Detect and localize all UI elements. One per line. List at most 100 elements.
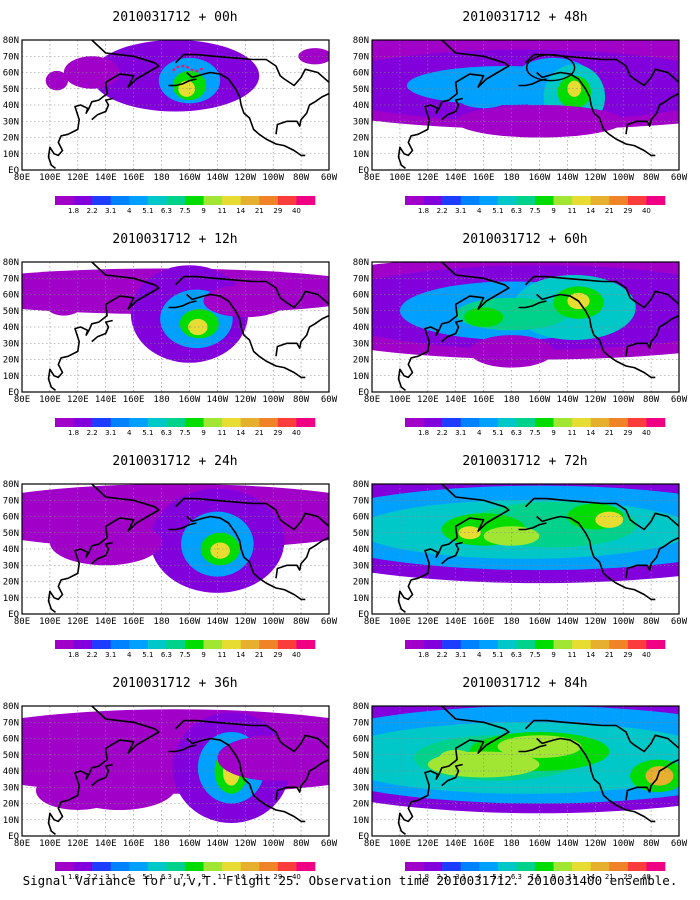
highlight-circle	[525, 53, 576, 82]
colorbar-label: 9	[201, 873, 205, 881]
coastline	[441, 97, 463, 121]
colorbar: 1.8 2.2 3.1 4 5.1 6.3 7.5 9 11 14 21 29 40	[405, 196, 666, 215]
colorbar-swatch	[460, 862, 480, 871]
colorbar-swatch	[405, 196, 424, 205]
colorbar-label: 40	[292, 207, 301, 215]
lon-tick-label: 160W	[179, 839, 201, 849]
colorbar-label: 14	[586, 873, 595, 881]
colorbar-label: 11	[568, 429, 577, 437]
coastline	[536, 293, 656, 379]
colorbar-label: 7.5	[529, 651, 540, 659]
colorbar-label: 3.1	[105, 873, 116, 881]
lat-tick-label: 50N	[3, 751, 19, 761]
lon-tick-label: 120E	[417, 839, 439, 849]
colorbar-swatch	[479, 196, 499, 205]
colorbar-swatch	[296, 640, 316, 649]
colorbar-label: 7.5	[179, 651, 190, 659]
colorbar-label: 9	[551, 429, 555, 437]
lon-tick-label: 120W	[584, 839, 606, 849]
colorbar-label: 9	[551, 873, 555, 881]
colorbar-label: 1.8	[418, 429, 429, 437]
coastline	[174, 719, 329, 753]
colorbar-swatch	[110, 640, 130, 649]
lat-tick-label: 40N	[353, 323, 369, 333]
colorbar-swatch	[222, 418, 242, 427]
colorbar-swatch	[55, 418, 74, 427]
lat-tick-label: 70N	[3, 718, 19, 728]
colorbar-swatch	[259, 196, 279, 205]
colorbar-swatch	[423, 196, 443, 205]
lon-tick-label: 100W	[612, 617, 634, 627]
lon-tick-label: 120E	[67, 839, 89, 849]
coastline	[275, 92, 329, 135]
colorbar-label: 5.1	[492, 429, 503, 437]
lat-tick-label: EQ	[8, 610, 19, 620]
colorbar-swatch	[553, 418, 573, 427]
coastline	[47, 706, 160, 836]
colorbar-label: 7.5	[179, 873, 190, 881]
colorbar: 1.8 2.2 3.1 4 5.1 6.3 7.5 9 11 14 21 29 40	[405, 862, 666, 881]
lon-tick-label: 120E	[67, 617, 89, 627]
lat-tick-label: 40N	[353, 101, 369, 111]
colorbar-label: 3.1	[455, 429, 466, 437]
variance-contour	[44, 289, 84, 316]
colorbar-label: 1.8	[68, 651, 79, 659]
colorbar-label: 40	[642, 651, 651, 659]
colorbar-swatch	[627, 862, 647, 871]
lon-tick-label: 160E	[473, 839, 495, 849]
lat-tick-label: 40N	[353, 545, 369, 555]
variance-contour	[595, 511, 624, 528]
coastline	[625, 314, 679, 357]
colorbar-swatch	[277, 640, 297, 649]
colorbar-swatch	[553, 640, 573, 649]
colorbar-swatch	[516, 862, 536, 871]
colorbar-label: 6.3	[161, 429, 172, 437]
lon-tick-label: 100W	[612, 395, 634, 405]
coastlines	[397, 262, 679, 392]
colorbar-label: 29	[273, 429, 282, 437]
colorbar-swatch	[240, 640, 260, 649]
colorbar-label: 5.1	[492, 873, 503, 881]
colorbar-label: 1.8	[68, 207, 79, 215]
lon-tick-label: 160E	[123, 173, 145, 183]
lat-tick-label: 80N	[3, 702, 19, 712]
lat-tick-label: EQ	[358, 166, 369, 176]
lon-tick-label: 100W	[262, 173, 284, 183]
lon-tick-label: 180	[153, 395, 169, 405]
colorbar-label: 2.2	[437, 651, 448, 659]
coastlines	[397, 706, 679, 836]
coastline	[186, 737, 306, 823]
lon-tick-label: 80W	[643, 173, 660, 183]
coastline	[397, 706, 510, 836]
colorbar-swatch	[147, 196, 167, 205]
lon-tick-label: 60W	[321, 395, 338, 405]
coastline	[174, 275, 329, 309]
colorbar-swatch	[73, 640, 93, 649]
colorbar-swatch	[423, 640, 443, 649]
lat-tick-label: 70N	[3, 496, 19, 506]
lat-tick-label: 70N	[353, 274, 369, 284]
panel-title: 2010031712 + 84h	[462, 676, 588, 691]
coastline	[168, 522, 197, 531]
map-panel-00h: 2010031712 + 00h 80E 100E 120E 140E 160E 180 1…	[0, 0, 350, 222]
lat-tick-label: 30N	[353, 783, 369, 793]
colorbar-swatch	[423, 862, 443, 871]
panel-title: 2010031712 + 12h	[112, 232, 238, 247]
coastline	[536, 737, 656, 823]
lon-tick-label: 120W	[234, 173, 256, 183]
colorbar-label: 29	[623, 207, 632, 215]
colorbar-swatch	[460, 418, 480, 427]
map-grid	[22, 706, 329, 836]
map-grid	[22, 40, 329, 170]
colorbar-label: 21	[605, 429, 614, 437]
colorbar-label: 14	[236, 651, 245, 659]
lon-tick-label: 120W	[234, 839, 256, 849]
lon-tick-label: 140E	[95, 617, 117, 627]
lat-tick-label: 50N	[3, 307, 19, 317]
colorbar-swatch	[479, 640, 499, 649]
colorbar-label: 29	[623, 873, 632, 881]
colorbar-swatch	[516, 640, 536, 649]
colorbar: 1.8 2.2 3.1 4 5.1 6.3 7.5 9 11 14 21 29 40	[55, 418, 316, 437]
colorbar-label: 40	[642, 429, 651, 437]
panel-title: 2010031712 + 00h	[112, 10, 238, 25]
